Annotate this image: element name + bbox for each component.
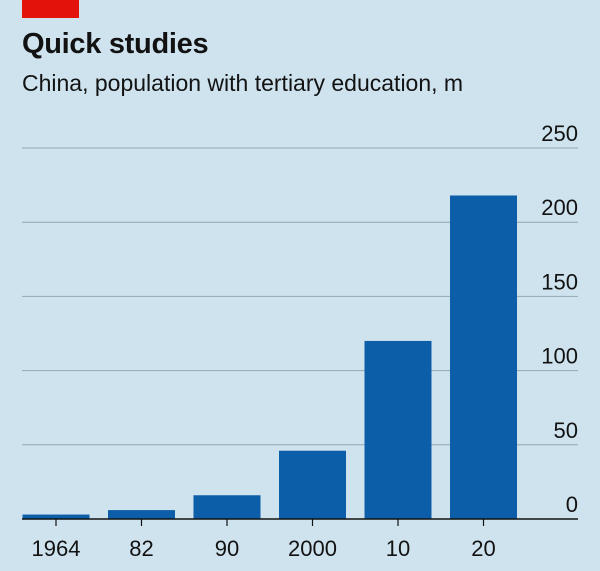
y-tick-label: 250 [541,121,578,146]
x-tick-labels: 1964 82 90 2000 10 20 [32,536,496,561]
bar [279,450,346,519]
y-tick-labels: 0 50 100 150 200 250 [541,121,578,517]
y-tick-label: 50 [554,418,578,443]
bar [193,495,261,519]
accent-tag [22,0,79,18]
chart-title: Quick studies [22,28,209,60]
y-tick-label: 150 [541,269,578,294]
chart-subtitle: China, population with tertiary educatio… [22,70,464,96]
y-tick-label: 200 [541,195,578,220]
x-tick-label: 20 [471,536,495,561]
bar [108,510,175,519]
bar [450,195,517,519]
x-tick-label: 10 [386,536,410,561]
axis [22,518,578,526]
bars [22,195,517,519]
x-tick-label: 2000 [288,536,337,561]
y-tick-label: 100 [541,344,578,369]
bar [22,514,90,519]
x-tick-label: 90 [215,536,239,561]
bar [364,340,432,519]
x-tick-label: 82 [129,536,153,561]
x-tick-label: 1964 [32,536,81,561]
y-tick-label: 0 [566,492,578,517]
